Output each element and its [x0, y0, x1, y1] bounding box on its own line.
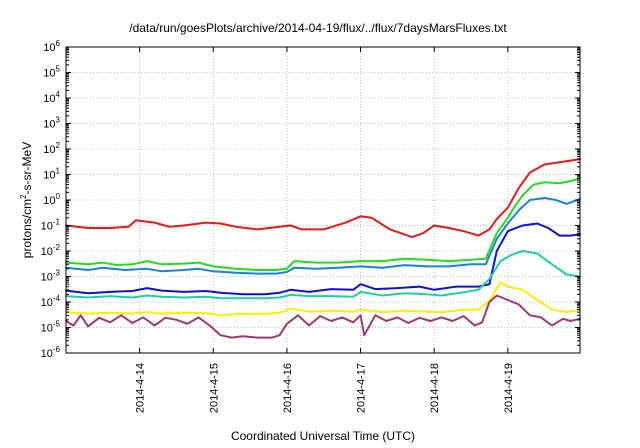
y-tick-label: 106: [43, 39, 60, 54]
y-tick-label-base: 10: [41, 246, 53, 258]
x-axis: 2014-4-14 2014-4-15 2014-4-16 2014-4-17 2014…: [135, 47, 515, 413]
x-axis-label: Coordinated Universal Time (UTC): [231, 429, 415, 443]
x-tick-label: 2014-4-15: [208, 363, 220, 413]
plot-frame: [65, 46, 581, 354]
y-tick-label-exponent: 1: [56, 167, 61, 176]
x-tick-label: 2014-4-17: [356, 363, 368, 413]
series-line-7: [65, 294, 581, 339]
y-tick-label: 10-3: [41, 269, 61, 284]
grid: [66, 47, 580, 353]
y-tick-label-base: 10: [43, 195, 55, 207]
y-tick-label-exponent: 2: [56, 141, 61, 150]
series-line-1: [65, 158, 581, 239]
y-tick-label-exponent: 0: [56, 192, 61, 201]
y-tick-label: 101: [43, 167, 60, 182]
y-tick-label-base: 10: [41, 323, 53, 335]
y-tick-label-base: 10: [41, 348, 53, 360]
y-tick-label-exponent: -3: [53, 269, 61, 278]
series-line-4: [65, 222, 581, 296]
y-tick-label-exponent: -1: [53, 218, 61, 227]
series-line-2: [65, 177, 581, 271]
y-axis-label-prefix: protons/cm: [20, 199, 34, 258]
y-axis-label-superscript: 2: [19, 194, 28, 199]
y-tick-label-exponent: 5: [56, 65, 61, 74]
y-tick-label-exponent: -2: [53, 243, 61, 252]
y-tick-label-base: 10: [43, 144, 55, 156]
x-tick-label: 2014-4-14: [135, 363, 147, 413]
y-tick-label-base: 10: [43, 42, 55, 54]
x-tick-label: 2014-4-18: [429, 363, 441, 413]
y-tick-label-base: 10: [41, 272, 53, 284]
y-tick-label: 10-2: [41, 243, 61, 258]
y-tick-label-base: 10: [41, 297, 53, 309]
y-tick-label: 104: [43, 90, 60, 105]
y-tick-label: 103: [43, 116, 60, 131]
y-tick-label-exponent: -6: [53, 345, 61, 354]
y-tick-label-exponent: -4: [53, 294, 61, 303]
y-axis-label: protons/cm2-s-sr-MeV: [19, 142, 34, 258]
y-axis-label-suffix: -s-sr-MeV: [20, 142, 34, 195]
y-tick-label: 10-1: [41, 218, 61, 233]
y-tick-label-base: 10: [43, 170, 55, 182]
x-tick-label: 2014-4-16: [282, 363, 294, 413]
series-layer: [65, 158, 581, 339]
series-line-3: [65, 197, 581, 275]
y-tick-label: 102: [43, 141, 60, 156]
y-tick-label: 10-4: [41, 294, 61, 309]
chart-title: /data/run/goesPlots/archive/2014-04-19/f…: [129, 21, 507, 35]
x-tick-label: 2014-4-19: [503, 363, 515, 413]
y-tick-label-base: 10: [43, 93, 55, 105]
y-tick-label-exponent: -5: [53, 320, 61, 329]
y-tick-label-base: 10: [43, 119, 55, 131]
y-tick-label: 100: [43, 192, 60, 207]
series-line-5: [65, 250, 581, 300]
y-tick-label: 10-5: [41, 320, 61, 335]
y-tick-label-exponent: 3: [56, 116, 61, 125]
y-tick-label-base: 10: [43, 68, 55, 80]
y-tick-label-base: 10: [41, 221, 53, 233]
y-tick-label: 10-6: [41, 345, 61, 360]
y-tick-label-exponent: 6: [56, 39, 61, 48]
y-tick-label-exponent: 4: [56, 90, 61, 99]
series-line-6: [65, 281, 581, 317]
y-tick-label: 105: [43, 65, 60, 80]
y-axis: 10610510410310210110010-110-210-310-410-…: [41, 39, 580, 360]
